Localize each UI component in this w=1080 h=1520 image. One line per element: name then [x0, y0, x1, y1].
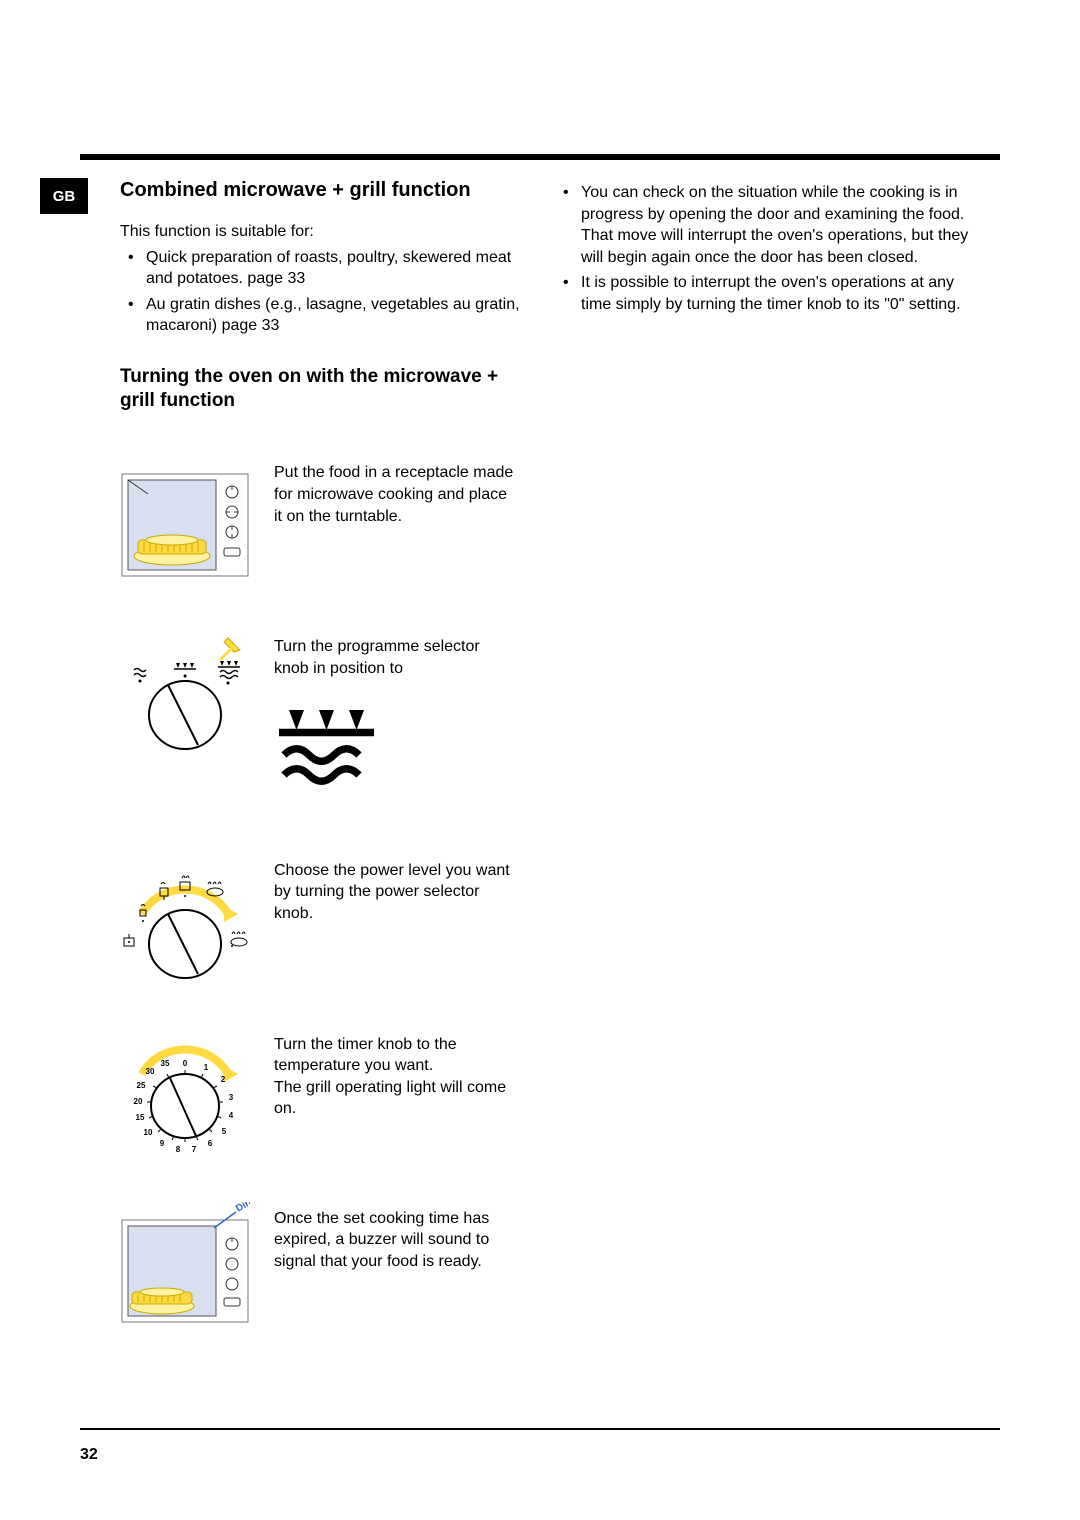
- notes-list: You can check on the situation while the…: [555, 182, 975, 316]
- step-text: Turn the programme selector knob in posi…: [274, 630, 514, 809]
- svg-text:Ding: Ding: [234, 1202, 250, 1215]
- page-number: 32: [80, 1446, 98, 1464]
- list-item: It is possible to interrupt the oven's o…: [555, 272, 975, 315]
- right-column: You can check on the situation while the…: [555, 178, 975, 320]
- step-text: Once the set cooking time has expired, a…: [274, 1202, 514, 1273]
- svg-text:30: 30: [146, 1067, 155, 1076]
- left-column: Combined microwave + grill function This…: [120, 178, 520, 1332]
- svg-text:10: 10: [144, 1128, 153, 1137]
- microwave-ding-icon: Ding: [120, 1202, 250, 1332]
- bottom-rule: [80, 1428, 1000, 1430]
- step-text: Put the food in a receptacle made for mi…: [274, 456, 514, 527]
- list-item: Quick preparation of roasts, poultry, sk…: [120, 247, 520, 290]
- list-item: You can check on the situation while the…: [555, 182, 975, 268]
- step-text: Choose the power level you want by turni…: [274, 854, 514, 925]
- step-row: Turn the programme selector knob in posi…: [120, 630, 520, 809]
- section-title: Combined microwave + grill function: [120, 178, 520, 203]
- subsection-title: Turning the oven on with the microwave +…: [120, 365, 520, 413]
- list-item: Au gratin dishes (e.g., lasagne, vegetab…: [120, 294, 520, 337]
- top-rule: [80, 154, 1000, 160]
- power-knob-icon: [120, 854, 250, 984]
- svg-text:5: 5: [222, 1127, 227, 1136]
- combined-grill-microwave-icon: [274, 680, 404, 810]
- step-row: Choose the power level you want by turni…: [120, 854, 520, 984]
- suitable-list: Quick preparation of roasts, poultry, sk…: [120, 247, 520, 337]
- programme-knob-icon: [120, 630, 250, 760]
- svg-text:4: 4: [229, 1111, 234, 1120]
- microwave-food-icon: [120, 456, 250, 586]
- svg-text:15: 15: [136, 1113, 145, 1122]
- svg-text:9: 9: [160, 1139, 165, 1148]
- step-row: Put the food in a receptacle made for mi…: [120, 456, 520, 586]
- intro-text: This function is suitable for:: [120, 221, 520, 243]
- country-badge: GB: [40, 178, 88, 214]
- svg-text:0: 0: [183, 1059, 188, 1068]
- step-text: Turn the timer knob to the temperature y…: [274, 1028, 514, 1120]
- svg-text:35: 35: [161, 1059, 170, 1068]
- svg-text:20: 20: [134, 1097, 143, 1106]
- svg-text:2: 2: [221, 1075, 226, 1084]
- svg-text:1: 1: [204, 1063, 209, 1072]
- svg-text:8: 8: [176, 1145, 181, 1154]
- step-row: 01 23 45 67 89 1015 2025 3035 Turn the t…: [120, 1028, 520, 1158]
- step-row: Ding Once the set cooking time has expir…: [120, 1202, 520, 1332]
- svg-text:6: 6: [208, 1139, 213, 1148]
- svg-text:3: 3: [229, 1093, 234, 1102]
- svg-text:25: 25: [137, 1081, 146, 1090]
- timer-knob-icon: 01 23 45 67 89 1015 2025 3035: [120, 1028, 250, 1158]
- step-text-part: Turn the programme selector knob in posi…: [274, 638, 480, 677]
- svg-text:7: 7: [192, 1145, 197, 1154]
